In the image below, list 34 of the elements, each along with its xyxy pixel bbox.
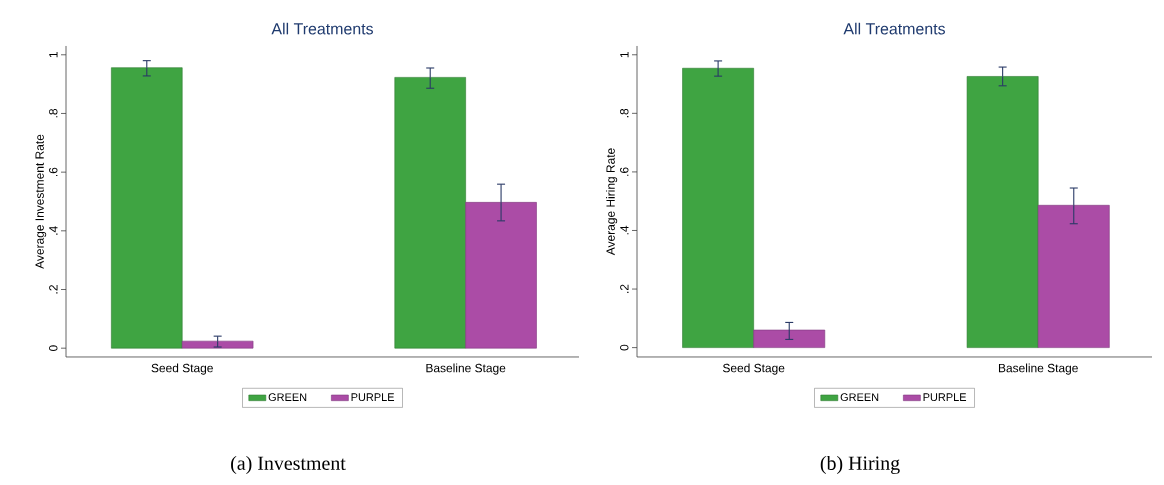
bar <box>753 329 826 348</box>
legend-label: GREEN <box>268 393 307 402</box>
bar <box>111 67 183 349</box>
y-tick-label: .2 <box>620 284 629 293</box>
legend-label: PURPLE <box>351 393 395 401</box>
y-tick-label: .4 <box>620 225 629 235</box>
y-tick-label: .8 <box>49 109 58 118</box>
x-tick-label: Baseline Stage <box>998 363 1078 375</box>
y-tick-label: .6 <box>49 167 58 177</box>
y-tick-label: 1 <box>49 52 58 58</box>
chart-title: All Treatments <box>271 22 374 35</box>
text: (b) Hiring <box>820 455 900 475</box>
legend-label: PURPLE <box>923 393 967 401</box>
x-tick-label: Seed Stage <box>151 363 213 375</box>
bar <box>966 76 1039 348</box>
y-tick-label: 0 <box>620 344 629 351</box>
y-tick-label: .8 <box>620 108 629 118</box>
legend-label: GREEN <box>840 393 879 402</box>
bar <box>181 340 254 349</box>
bar <box>1037 204 1110 348</box>
y-tick-label: 1 <box>620 52 629 58</box>
bar <box>682 67 754 348</box>
y-tick-label: .6 <box>620 167 629 176</box>
x-tick-label: Baseline Stage <box>426 363 506 375</box>
x-tick-label: Seed Stage <box>722 363 785 375</box>
bar <box>465 202 537 349</box>
y-axis-title: Average Investment Rate <box>35 134 47 269</box>
chart-title: All Treatments <box>843 22 946 35</box>
y-axis-title: Average Hiring Rate <box>606 148 618 256</box>
bar <box>394 77 466 349</box>
y-tick-label: 0 <box>49 345 58 352</box>
y-tick-label: .2 <box>49 285 58 294</box>
text: (a) Investment <box>231 455 346 475</box>
y-tick-label: .4 <box>49 226 58 235</box>
